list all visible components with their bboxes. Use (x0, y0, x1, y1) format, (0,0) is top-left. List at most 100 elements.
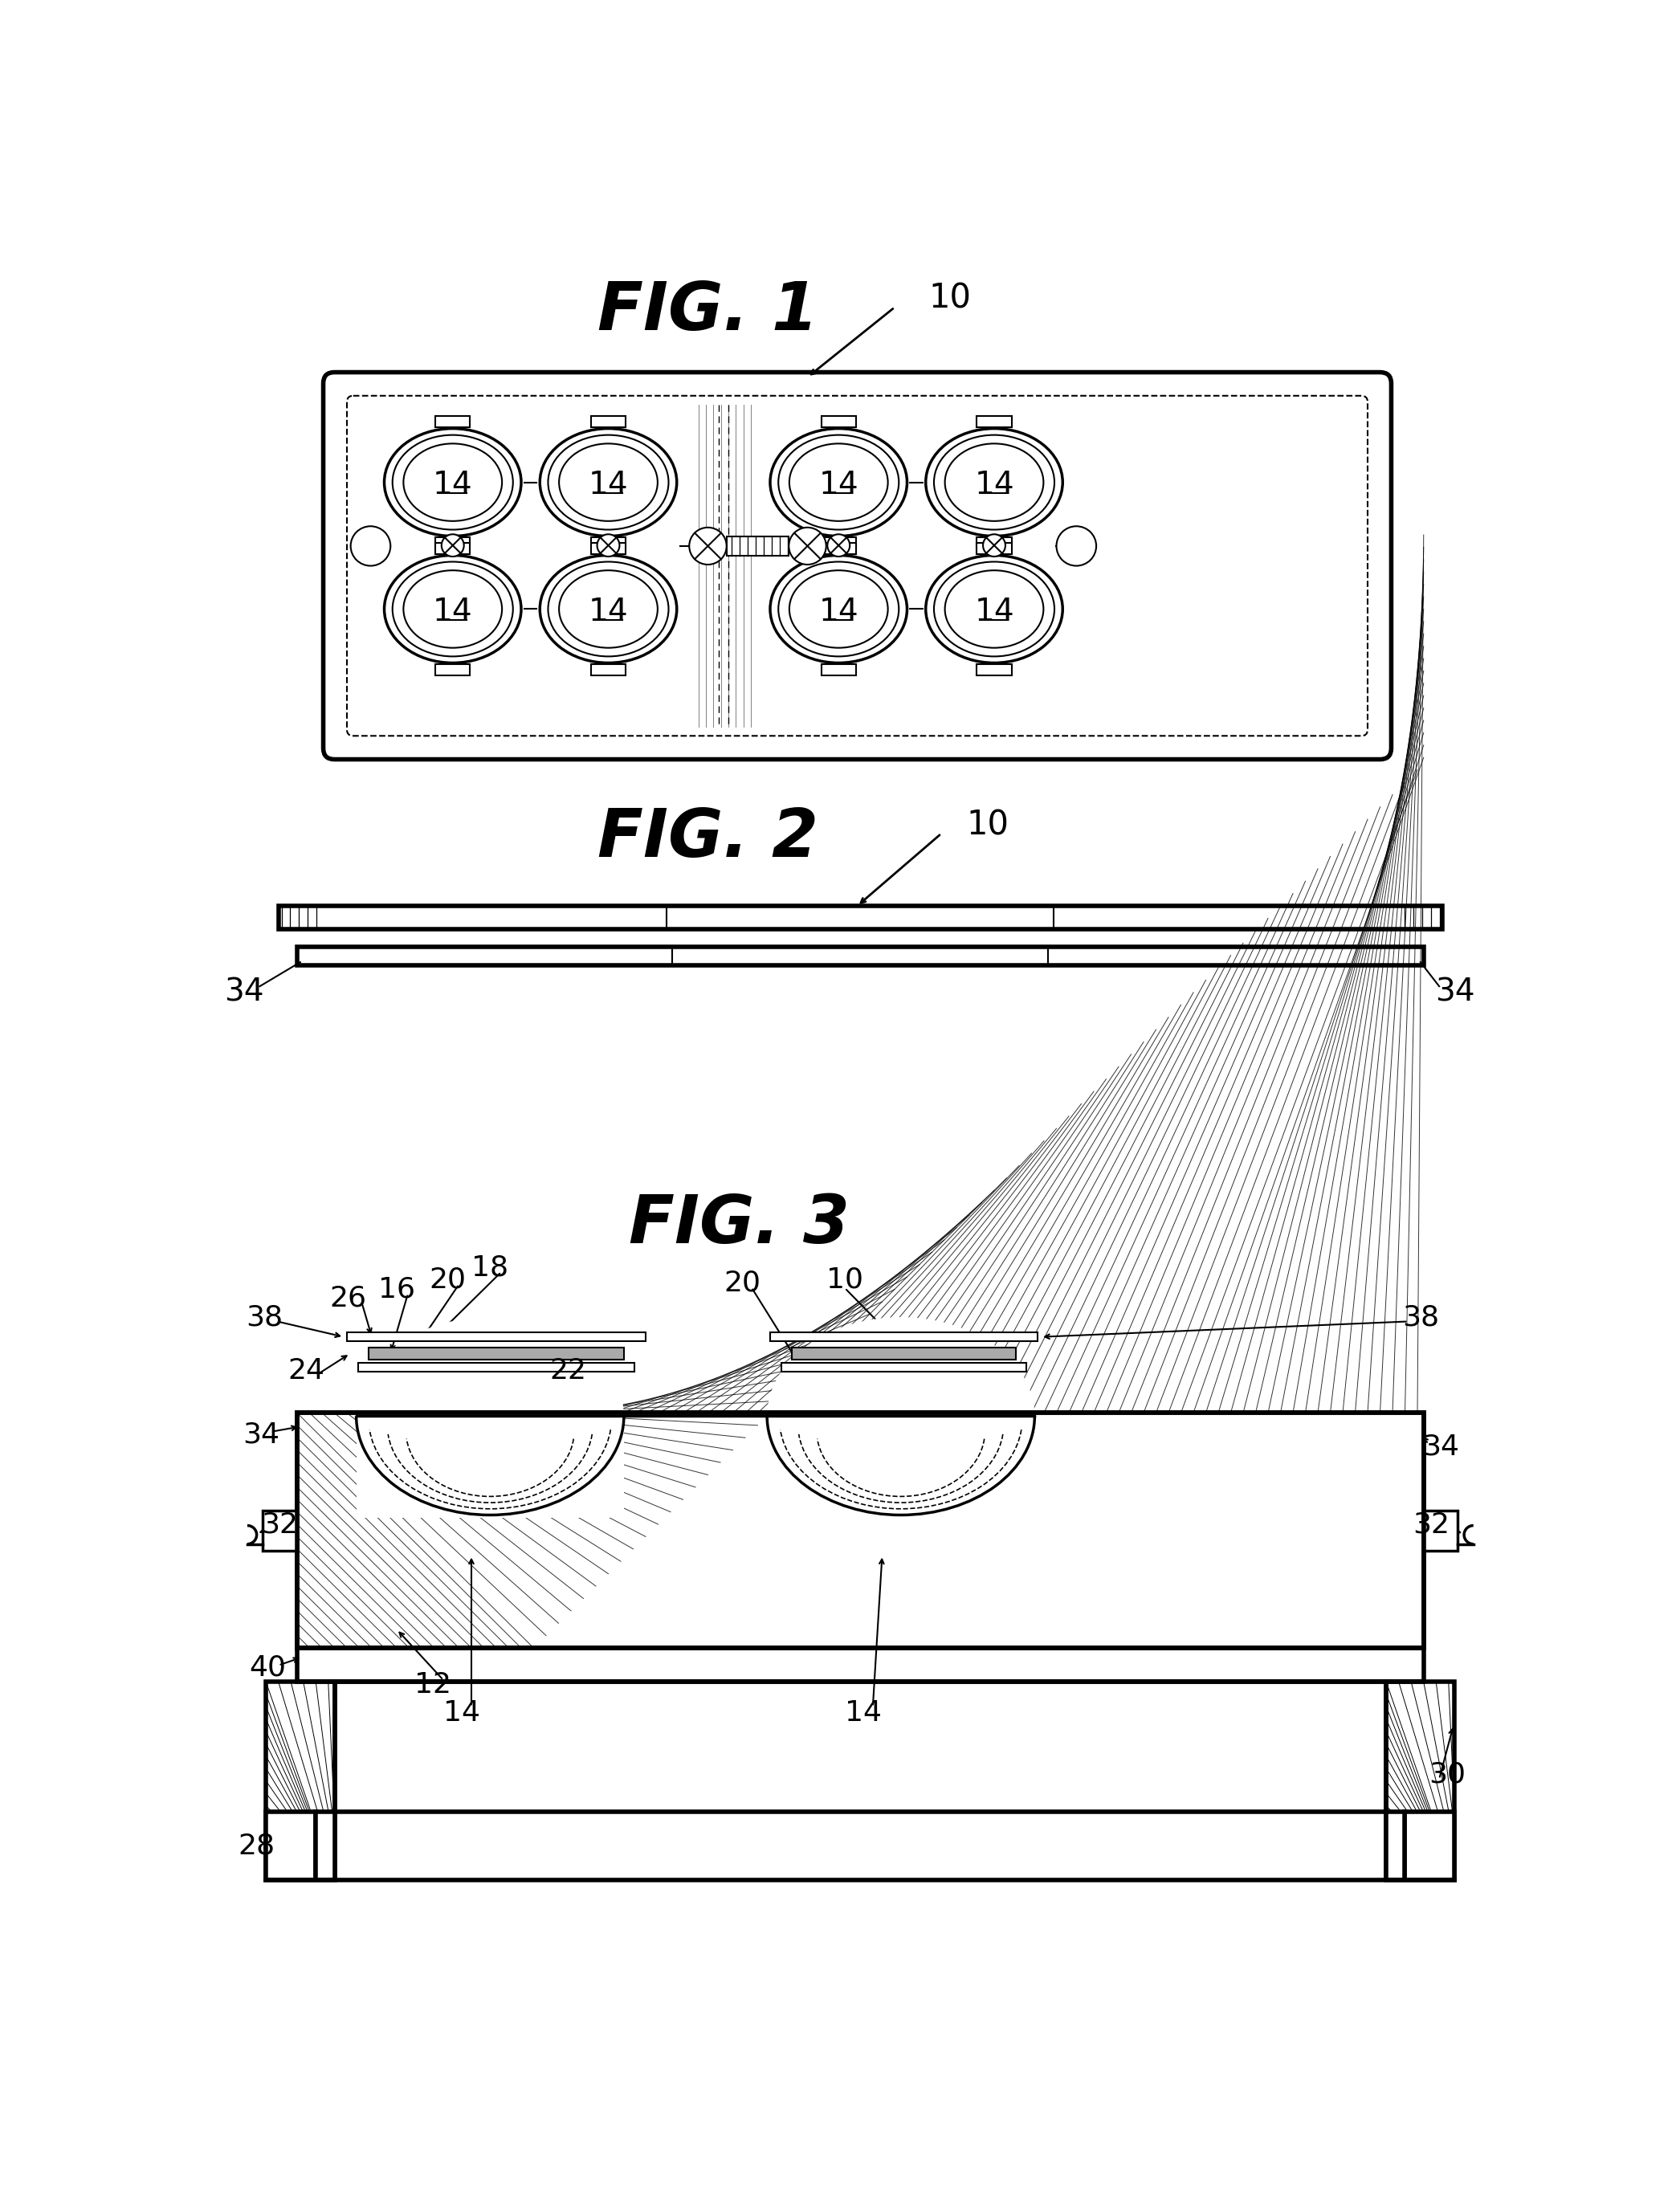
Bar (279, 907, 1443, 929)
Bar (1404, 1811, 1455, 1879)
Bar (297, 1413, 1423, 1647)
Bar (822, 537, 857, 548)
Bar (726, 537, 790, 556)
Ellipse shape (559, 569, 657, 648)
Bar (591, 543, 625, 554)
Bar (435, 537, 470, 548)
Text: 14: 14 (588, 471, 628, 502)
Bar (348, 1332, 645, 1340)
Bar (265, 1811, 316, 1879)
Text: 14: 14 (588, 598, 628, 629)
Ellipse shape (926, 429, 1063, 537)
Bar (297, 1413, 1423, 1647)
Text: 28: 28 (239, 1833, 276, 1859)
Ellipse shape (768, 1316, 1035, 1515)
Ellipse shape (790, 445, 889, 521)
Text: 14: 14 (845, 1699, 882, 1726)
Bar (976, 416, 1011, 427)
Bar (791, 1347, 1016, 1360)
Text: 20: 20 (430, 1266, 467, 1294)
Bar (822, 416, 857, 427)
Bar (976, 543, 1011, 554)
Ellipse shape (539, 429, 677, 537)
Text: 38: 38 (1403, 1303, 1440, 1332)
Ellipse shape (790, 569, 889, 648)
Bar (356, 1410, 623, 1518)
Text: 14: 14 (444, 1699, 480, 1726)
Bar (435, 543, 470, 554)
Bar (1423, 1511, 1458, 1551)
Circle shape (790, 528, 827, 565)
Bar (358, 1362, 635, 1371)
Ellipse shape (356, 1316, 623, 1515)
Text: 34: 34 (225, 977, 264, 1007)
Text: 34: 34 (1435, 977, 1475, 1007)
Bar (435, 416, 470, 427)
Ellipse shape (548, 563, 669, 657)
Text: FIG. 3: FIG. 3 (628, 1191, 850, 1257)
Bar (769, 1332, 1038, 1340)
Text: 14: 14 (974, 471, 1015, 502)
Text: 14: 14 (433, 598, 472, 629)
Ellipse shape (944, 445, 1043, 521)
Bar (435, 664, 470, 675)
Text: 40: 40 (249, 1653, 286, 1682)
Bar (976, 664, 1011, 675)
Ellipse shape (769, 429, 907, 537)
Text: 14: 14 (974, 598, 1015, 629)
Bar (822, 664, 857, 675)
Text: 10: 10 (966, 808, 1008, 843)
Text: 14: 14 (818, 471, 858, 502)
Bar (1386, 1811, 1404, 1879)
Ellipse shape (385, 556, 521, 664)
Bar (976, 537, 1011, 548)
Circle shape (351, 526, 390, 565)
Bar (297, 1647, 1423, 1682)
Ellipse shape (385, 429, 521, 537)
Ellipse shape (393, 436, 512, 530)
Bar (822, 543, 857, 554)
Text: FIG. 2: FIG. 2 (598, 806, 818, 869)
Bar (591, 664, 625, 675)
Ellipse shape (944, 569, 1043, 648)
Text: 30: 30 (1428, 1761, 1465, 1789)
Text: 24: 24 (287, 1358, 324, 1384)
Bar (297, 1413, 1423, 1647)
Text: 14: 14 (433, 471, 472, 502)
Circle shape (1057, 526, 1097, 565)
Bar (1386, 1682, 1455, 1879)
Bar (316, 1811, 334, 1879)
FancyBboxPatch shape (323, 372, 1391, 760)
Ellipse shape (393, 563, 512, 657)
Ellipse shape (539, 556, 677, 664)
Ellipse shape (934, 563, 1055, 657)
Text: FIG. 1: FIG. 1 (598, 278, 818, 344)
Bar (262, 1511, 297, 1551)
Circle shape (983, 534, 1005, 556)
Text: 18: 18 (472, 1255, 509, 1281)
Text: 10: 10 (827, 1266, 864, 1294)
Ellipse shape (934, 436, 1055, 530)
Bar (591, 537, 625, 548)
Ellipse shape (559, 445, 657, 521)
Text: 16: 16 (378, 1275, 415, 1303)
Circle shape (442, 534, 464, 556)
Text: 38: 38 (247, 1303, 284, 1332)
Circle shape (827, 534, 850, 556)
Bar (297, 946, 1423, 966)
Text: 32: 32 (1413, 1511, 1450, 1537)
Bar (591, 416, 625, 427)
Text: 10: 10 (929, 283, 971, 315)
Ellipse shape (778, 436, 899, 530)
Bar (768, 1410, 1035, 1518)
Text: 14: 14 (818, 598, 858, 629)
Bar (265, 1682, 334, 1879)
Text: 26: 26 (329, 1286, 366, 1312)
Ellipse shape (403, 569, 502, 648)
Bar (781, 1362, 1026, 1371)
Text: 12: 12 (415, 1671, 452, 1699)
Text: 20: 20 (724, 1270, 761, 1296)
Text: 32: 32 (260, 1511, 297, 1537)
Ellipse shape (926, 556, 1063, 664)
Text: 22: 22 (549, 1358, 586, 1384)
